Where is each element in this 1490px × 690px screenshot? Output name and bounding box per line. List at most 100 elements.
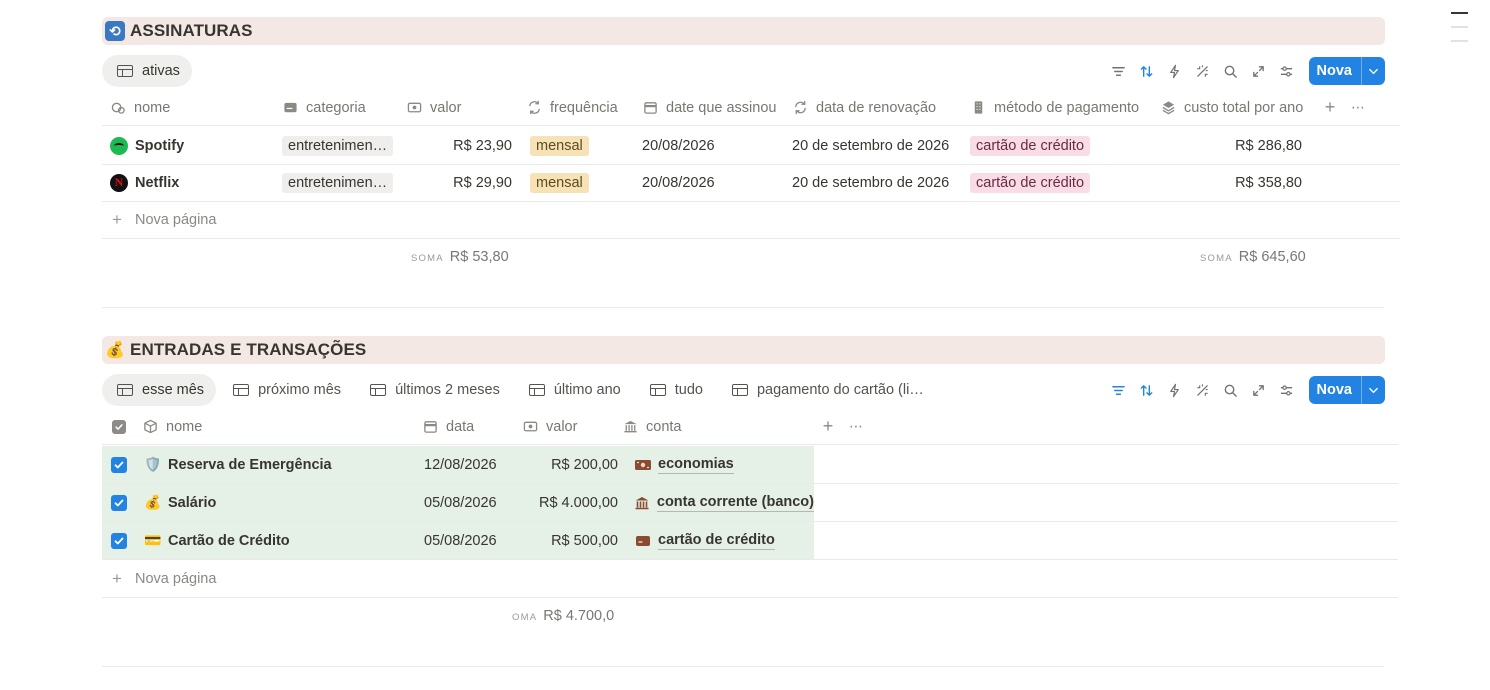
- tab-pagamento-do-cartao[interactable]: pagamento do cartão (li…: [717, 374, 936, 406]
- tab-ultimo-ano[interactable]: último ano: [514, 374, 633, 406]
- more-options-icon[interactable]: ⋯: [1351, 99, 1365, 115]
- tab-esse-mes[interactable]: esse mês: [102, 374, 217, 406]
- expand-icon[interactable]: [1245, 57, 1273, 85]
- cell-nome[interactable]: Spotify: [102, 127, 280, 164]
- cell-conta[interactable]: conta corrente (banco): [618, 484, 814, 521]
- sort-icon[interactable]: [1133, 57, 1161, 85]
- table-row[interactable]: 💳 Cartão de Crédito 05/08/2026 R$ 500,00…: [102, 522, 1398, 560]
- ai-sparkle-icon[interactable]: [1189, 376, 1217, 404]
- column-header-custo-total-por-ano[interactable]: custo total por ano: [1158, 90, 1316, 126]
- cell-custo-total[interactable]: R$ 286,80: [1235, 137, 1302, 154]
- sum-custo-total[interactable]: SOMA R$ 645,60: [1200, 249, 1306, 265]
- column-header-frequencia[interactable]: frequência: [524, 90, 640, 126]
- cell-data-de-renovacao[interactable]: 20 de setembro de 2026: [792, 174, 950, 191]
- calendar-icon: [422, 419, 438, 435]
- expand-icon[interactable]: [1245, 376, 1273, 404]
- column-header-conta[interactable]: conta: [620, 409, 814, 445]
- more-options-icon[interactable]: ⋯: [849, 418, 863, 434]
- page-outline-markers[interactable]: [1451, 12, 1468, 54]
- cell-valor[interactable]: R$ 200,00: [551, 456, 618, 473]
- tab-ultimos-2-meses[interactable]: últimos 2 meses: [355, 374, 512, 406]
- cell-data[interactable]: 12/08/2026: [424, 456, 497, 473]
- column-header-data[interactable]: data: [420, 409, 520, 445]
- new-page-button[interactable]: + Nova página: [102, 560, 1398, 598]
- select-all-checkbox[interactable]: [102, 409, 140, 445]
- column-header-nome[interactable]: nome: [140, 409, 420, 445]
- cell-frequencia[interactable]: mensal: [512, 127, 640, 164]
- cell-nome[interactable]: 💳 Cartão de Crédito: [144, 532, 290, 549]
- account-link[interactable]: cartão de crédito: [658, 531, 775, 550]
- cell-valor[interactable]: R$ 4.000,00: [538, 494, 618, 511]
- filter-icon[interactable]: [1105, 57, 1133, 85]
- ai-sparkle-icon[interactable]: [1189, 57, 1217, 85]
- column-header-valor[interactable]: valor: [520, 409, 620, 445]
- new-button[interactable]: Nova: [1308, 376, 1385, 404]
- bank-icon: [622, 419, 638, 435]
- new-button-label[interactable]: Nova: [1316, 63, 1352, 79]
- cell-data[interactable]: 05/08/2026: [424, 494, 497, 511]
- account-link[interactable]: economias: [658, 455, 734, 474]
- sum-valor[interactable]: SOMA R$ 53,80: [411, 249, 509, 265]
- cell-data[interactable]: 05/08/2026: [424, 532, 497, 549]
- cell-nome[interactable]: 💰 Salário: [144, 494, 217, 511]
- cell-valor[interactable]: R$ 29,90: [453, 174, 512, 191]
- outline-marker[interactable]: [1451, 40, 1468, 42]
- add-property-icon[interactable]: +: [1324, 97, 1336, 117]
- table-row[interactable]: 💰 Salário 05/08/2026 R$ 4.000,00 conta c…: [102, 484, 1398, 522]
- column-header-metodo-de-pagamento[interactable]: método de pagamento: [968, 90, 1158, 126]
- cell-valor[interactable]: R$ 500,00: [551, 532, 618, 549]
- subscriptions-section-header: ⟲ ASSINATURAS: [102, 17, 1385, 45]
- cell-categoria[interactable]: entretenimen…: [280, 127, 404, 164]
- cell-frequencia[interactable]: mensal: [512, 164, 640, 201]
- column-header-date-que-assinou[interactable]: date que assinou: [640, 90, 790, 126]
- cell-custo-total[interactable]: R$ 358,80: [1235, 174, 1302, 191]
- tab-ativas[interactable]: ativas: [102, 55, 192, 87]
- new-button[interactable]: Nova: [1308, 57, 1385, 85]
- column-header-data-de-renovacao[interactable]: data de renovação: [790, 90, 968, 126]
- search-icon[interactable]: [1217, 57, 1245, 85]
- cell-date-que-assinou[interactable]: 20/08/2026: [642, 174, 715, 191]
- lightning-icon[interactable]: [1161, 376, 1189, 404]
- settings-sliders-icon[interactable]: [1273, 57, 1301, 85]
- settings-sliders-icon[interactable]: [1273, 376, 1301, 404]
- sort-icon[interactable]: [1133, 376, 1161, 404]
- chevron-down-icon[interactable]: [1361, 376, 1385, 404]
- table-row[interactable]: N Netflix entretenimen… R$ 29,90 mensal …: [102, 164, 1400, 202]
- new-page-button[interactable]: + Nova página: [102, 201, 1400, 239]
- sum-valor[interactable]: OMA R$ 4.700,0: [512, 608, 615, 624]
- row-checkbox[interactable]: [102, 446, 140, 483]
- cell-nome[interactable]: N Netflix: [102, 164, 280, 201]
- column-header-valor[interactable]: valor: [404, 90, 524, 126]
- cell-conta[interactable]: cartão de crédito: [618, 522, 814, 559]
- cell-metodo-de-pagamento[interactable]: cartão de crédito: [968, 127, 1158, 164]
- search-icon[interactable]: [1217, 376, 1245, 404]
- cell-valor[interactable]: R$ 23,90: [453, 137, 512, 154]
- column-header-categoria[interactable]: categoria: [280, 90, 404, 126]
- outline-marker[interactable]: [1451, 12, 1468, 14]
- transactions-table-header: nome data valor conta + ⋯: [102, 409, 1398, 445]
- cell-data-de-renovacao[interactable]: 20 de setembro de 2026: [792, 137, 950, 154]
- tab-proximo-mes[interactable]: próximo mês: [218, 374, 353, 406]
- credit-card-icon: 💳: [144, 532, 162, 548]
- spotify-logo-icon: [110, 136, 128, 155]
- category-tag: entretenimen…: [282, 172, 394, 193]
- filter-icon[interactable]: [1105, 376, 1133, 404]
- lightning-icon[interactable]: [1161, 57, 1189, 85]
- table-row[interactable]: 🛡️ Reserva de Emergência 12/08/2026 R$ 2…: [102, 446, 1398, 484]
- row-checkbox[interactable]: [102, 484, 140, 521]
- cell-categoria[interactable]: entretenimen…: [280, 164, 404, 201]
- tab-tudo[interactable]: tudo: [635, 374, 715, 406]
- cell-conta[interactable]: economias: [618, 446, 814, 483]
- cell-date-que-assinou[interactable]: 20/08/2026: [642, 137, 715, 154]
- outline-marker[interactable]: [1451, 26, 1468, 28]
- chevron-down-icon[interactable]: [1361, 57, 1385, 85]
- row-checkbox[interactable]: [102, 522, 140, 559]
- card-icon: [634, 534, 652, 548]
- column-header-nome[interactable]: nome: [102, 90, 280, 126]
- table-row[interactable]: Spotify entretenimen… R$ 23,90 mensal 20…: [102, 127, 1400, 165]
- cell-metodo-de-pagamento[interactable]: cartão de crédito: [968, 164, 1158, 201]
- new-button-label[interactable]: Nova: [1316, 382, 1352, 398]
- add-property-icon[interactable]: +: [822, 416, 834, 436]
- account-link[interactable]: conta corrente (banco): [656, 493, 814, 512]
- cell-nome[interactable]: 🛡️ Reserva de Emergência: [144, 456, 332, 473]
